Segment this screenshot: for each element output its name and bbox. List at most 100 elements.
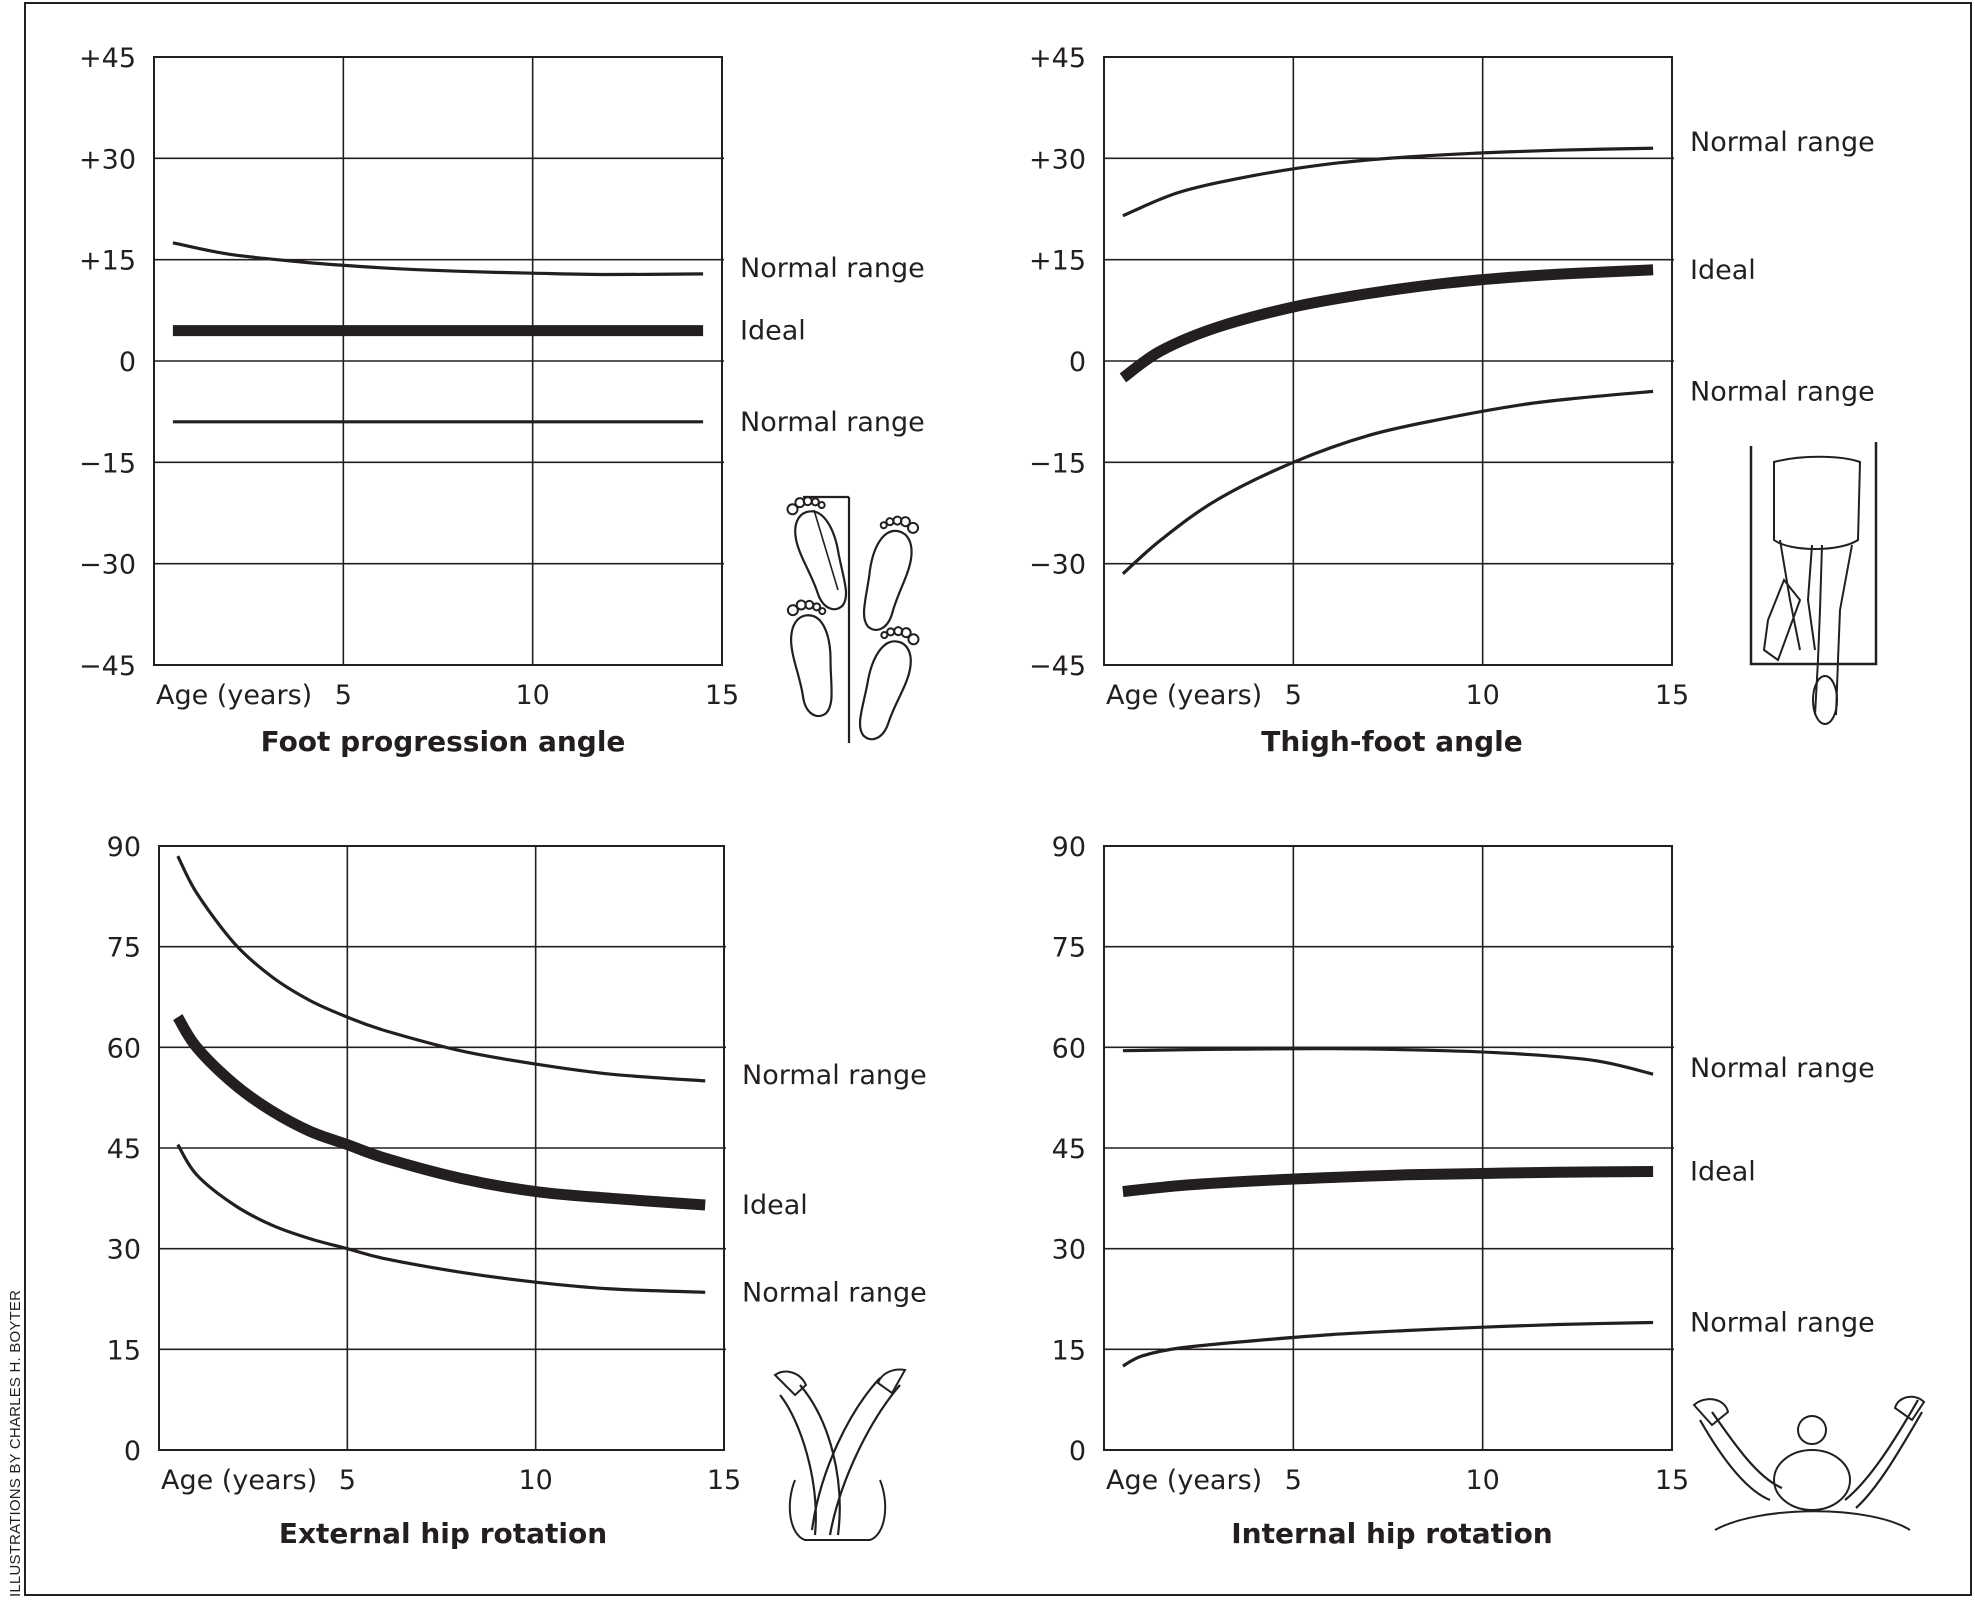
y-tick-label: −45 [1029,651,1086,682]
normal-range-lower-label: Normal range [1690,376,1875,407]
ideal-line [173,1014,706,1211]
y-tick-label: 45 [107,1134,141,1165]
toe-outline [885,517,895,527]
foot-outline [858,640,912,741]
x-tick-label: 15 [705,680,739,711]
x-axis-label: Age (years) [1106,680,1262,711]
y-tick-label: 75 [1052,933,1086,964]
leg-outline [810,1377,901,1536]
leg-outline [1844,1399,1923,1509]
figure-frame [24,2,1972,1596]
normal-range-lower-line [176,1143,706,1294]
y-tick-label: 45 [1052,1134,1086,1165]
y-tick-label: 15 [1052,1335,1086,1366]
normal-range-lower-line [1121,389,1654,575]
x-axis-label: Age (years) [1106,1465,1262,1496]
normal-range-upper-label: Normal range [1690,127,1875,158]
chart-panel-4: 90 75 60 45 30 15 0 5 10 15 Age (years) Internal hi… [1052,832,1875,1550]
x-tick-label: 15 [707,1465,741,1496]
x-tick-label: 15 [1655,1465,1689,1496]
foot-outline [862,529,913,631]
normal-range-lower-label: Normal range [742,1277,927,1308]
y-tick-label: −30 [79,550,136,581]
foot-outline [794,510,848,611]
y-tick-label: +30 [79,144,136,175]
toe-outline [817,501,826,510]
toe-outline [810,497,820,507]
footprint [862,515,920,631]
x-tick-label: 5 [335,680,352,711]
illustration-credit: ILLUSTRATIONS BY CHARLES H. BOYTER [7,1289,24,1597]
table-edge [1714,1510,1911,1531]
toe-outline [886,627,896,637]
pelvis-outline [1773,1449,1851,1511]
ideal-label: Ideal [1690,255,1756,286]
knee-outline [1797,1415,1827,1445]
ideal-line [1122,1166,1654,1198]
foot-outline [876,1368,907,1395]
body-outline [788,1479,887,1541]
foot-outline [790,614,833,718]
y-tick-label: +45 [79,43,136,74]
y-tick-label: −15 [1029,448,1086,479]
y-tick-label: 0 [1069,347,1086,378]
toe-outline [812,602,822,612]
crossed-legs-illustration [773,1368,907,1541]
toe-outline [786,604,799,617]
y-tick-label: 15 [107,1335,141,1366]
x-tick-label: 5 [339,1465,356,1496]
y-tick-label: 0 [1069,1436,1086,1467]
x-axis-label: Age (years) [156,680,312,711]
foot-outline [1812,675,1838,725]
normal-range-upper-label: Normal range [740,253,925,284]
footprint [786,496,848,611]
axis-line [813,509,839,591]
normal-range-upper-line [1122,146,1654,218]
prone-legs-illustration [1749,442,1878,725]
leg-outline [1814,544,1853,716]
chart-panel-1: +45 +30 +15 0 −15 −30 −45 5 10 15 Age (years) Foot … [79,43,925,758]
footprint [786,599,833,718]
y-tick-label: +15 [1029,246,1086,277]
y-tick-label: 0 [124,1436,141,1467]
y-tick-label: +45 [1029,43,1086,74]
x-tick-label: 10 [518,1465,552,1496]
leg-outline [1779,539,1816,651]
ideal-line [1119,264,1654,383]
feet-footprints-illustration [786,495,920,743]
y-tick-label: 60 [107,1033,141,1064]
normal-range-upper-line [1122,1047,1654,1076]
normal-range-lower-label: Normal range [740,407,925,438]
x-tick-label: 10 [1465,1465,1499,1496]
y-tick-label: 90 [1052,832,1086,863]
y-tick-label: 30 [107,1235,141,1266]
toe-outline [907,633,920,646]
toe-outline [786,503,799,516]
x-tick-label: 10 [1465,680,1499,711]
y-tick-label: 30 [1052,1235,1086,1266]
chart-title: Thigh-foot angle [1261,725,1522,758]
y-tick-label: 60 [1052,1033,1086,1064]
chart-title: Internal hip rotation [1231,1517,1553,1550]
toe-outline [818,607,827,616]
normal-range-upper-line [172,241,704,277]
toe-outline [907,521,920,534]
y-tick-label: +30 [1029,144,1086,175]
toe-outline [879,521,888,530]
foot-outline [1692,1398,1730,1427]
raised-foot-outline [1762,578,1802,662]
normal-range-upper-line [176,855,706,1083]
y-tick-label: −45 [79,651,136,682]
chart-panel-2: +45 +30 +15 0 −15 −30 −45 5 10 15 Age (years) Thigh… [1029,43,1875,758]
x-tick-label: 5 [1285,1465,1302,1496]
y-tick-label: −15 [79,448,136,479]
y-tick-label: 90 [107,832,141,863]
y-tick-label: 0 [119,347,136,378]
pelvis-outline [1773,455,1862,550]
y-tick-label: +15 [79,246,136,277]
table-outline [1749,442,1878,666]
normal-range-lower-label: Normal range [1690,1307,1875,1338]
foot-outline [1893,1395,1926,1422]
toe-outline [880,631,889,640]
